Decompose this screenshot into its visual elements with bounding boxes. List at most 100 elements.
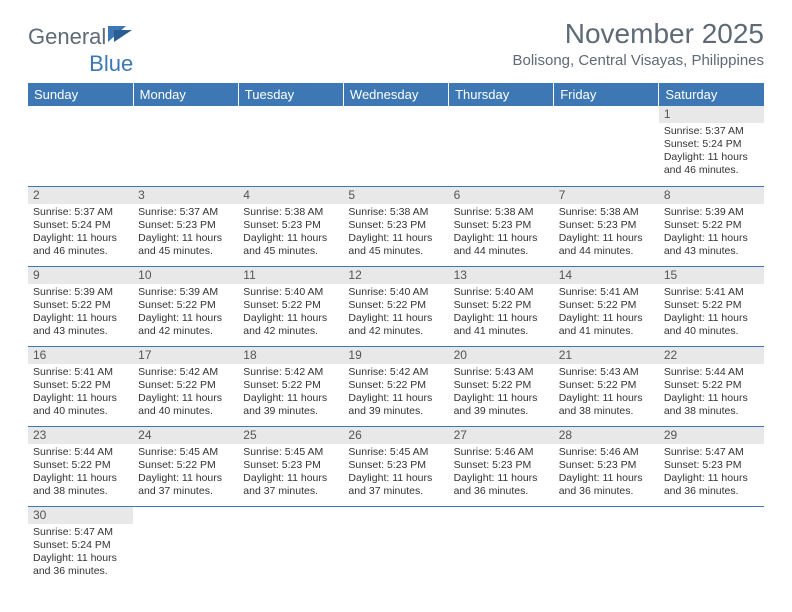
day-number: 28 (554, 427, 659, 444)
calendar-cell (449, 506, 554, 586)
month-title: November 2025 (512, 18, 764, 50)
calendar-body: 1 Sunrise: 5:37 AMSunset: 5:24 PMDaylight… (28, 106, 764, 586)
calendar-cell: 17Sunrise: 5:42 AMSunset: 5:22 PMDayligh… (133, 346, 238, 426)
calendar-cell (133, 506, 238, 586)
day-number: 16 (28, 347, 133, 364)
day-content: Sunrise: 5:45 AMSunset: 5:22 PMDaylight:… (133, 444, 238, 501)
calendar-cell (659, 506, 764, 586)
day-number: 2 (28, 187, 133, 204)
weekday-header: Wednesday (343, 83, 448, 106)
calendar-row: 16Sunrise: 5:41 AMSunset: 5:22 PMDayligh… (28, 346, 764, 426)
calendar-cell: 11Sunrise: 5:40 AMSunset: 5:22 PMDayligh… (238, 266, 343, 346)
calendar-cell: 15Sunrise: 5:41 AMSunset: 5:22 PMDayligh… (659, 266, 764, 346)
day-number: 13 (449, 267, 554, 284)
weekday-header: Tuesday (238, 83, 343, 106)
day-content: Sunrise: 5:41 AMSunset: 5:22 PMDaylight:… (28, 364, 133, 421)
day-content: Sunrise: 5:39 AMSunset: 5:22 PMDaylight:… (28, 284, 133, 341)
calendar-cell: 5Sunrise: 5:38 AMSunset: 5:23 PMDaylight… (343, 186, 448, 266)
calendar-cell: 12Sunrise: 5:40 AMSunset: 5:22 PMDayligh… (343, 266, 448, 346)
day-number: 19 (343, 347, 448, 364)
calendar-cell (238, 506, 343, 586)
day-content: Sunrise: 5:46 AMSunset: 5:23 PMDaylight:… (449, 444, 554, 501)
day-content: Sunrise: 5:41 AMSunset: 5:22 PMDaylight:… (554, 284, 659, 341)
day-content: Sunrise: 5:45 AMSunset: 5:23 PMDaylight:… (238, 444, 343, 501)
calendar-cell: 30Sunrise: 5:47 AMSunset: 5:24 PMDayligh… (28, 506, 133, 586)
day-number: 3 (133, 187, 238, 204)
calendar-cell: 26Sunrise: 5:45 AMSunset: 5:23 PMDayligh… (343, 426, 448, 506)
calendar-table: SundayMondayTuesdayWednesdayThursdayFrid… (28, 83, 764, 586)
day-number: 23 (28, 427, 133, 444)
calendar-cell: 28Sunrise: 5:46 AMSunset: 5:23 PMDayligh… (554, 426, 659, 506)
calendar-cell (449, 106, 554, 186)
calendar-row: 1Sunrise: 5:37 AMSunset: 5:24 PMDaylight… (28, 106, 764, 186)
day-number: 18 (238, 347, 343, 364)
day-number: 10 (133, 267, 238, 284)
day-number: 15 (659, 267, 764, 284)
calendar-row: 23Sunrise: 5:44 AMSunset: 5:22 PMDayligh… (28, 426, 764, 506)
calendar-row: 9Sunrise: 5:39 AMSunset: 5:22 PMDaylight… (28, 266, 764, 346)
day-content: Sunrise: 5:38 AMSunset: 5:23 PMDaylight:… (449, 204, 554, 261)
day-content: Sunrise: 5:42 AMSunset: 5:22 PMDaylight:… (238, 364, 343, 421)
day-content: Sunrise: 5:38 AMSunset: 5:23 PMDaylight:… (238, 204, 343, 261)
weekday-header-row: SundayMondayTuesdayWednesdayThursdayFrid… (28, 83, 764, 106)
calendar-cell: 25Sunrise: 5:45 AMSunset: 5:23 PMDayligh… (238, 426, 343, 506)
day-number: 22 (659, 347, 764, 364)
day-content: Sunrise: 5:45 AMSunset: 5:23 PMDaylight:… (343, 444, 448, 501)
day-content: Sunrise: 5:44 AMSunset: 5:22 PMDaylight:… (28, 444, 133, 501)
calendar-cell: 16Sunrise: 5:41 AMSunset: 5:22 PMDayligh… (28, 346, 133, 426)
day-number: 12 (343, 267, 448, 284)
calendar-page: General November 2025 Bolisong, Central … (0, 0, 792, 596)
calendar-cell: 27Sunrise: 5:46 AMSunset: 5:23 PMDayligh… (449, 426, 554, 506)
day-content: Sunrise: 5:47 AMSunset: 5:24 PMDaylight:… (28, 524, 133, 581)
day-number: 27 (449, 427, 554, 444)
day-content: Sunrise: 5:39 AMSunset: 5:22 PMDaylight:… (133, 284, 238, 341)
calendar-cell (343, 506, 448, 586)
day-content: Sunrise: 5:39 AMSunset: 5:22 PMDaylight:… (659, 204, 764, 261)
day-content: Sunrise: 5:40 AMSunset: 5:22 PMDaylight:… (449, 284, 554, 341)
calendar-cell: 2Sunrise: 5:37 AMSunset: 5:24 PMDaylight… (28, 186, 133, 266)
day-number: 1 (659, 106, 764, 123)
logo-text-2: Blue (89, 51, 133, 77)
calendar-cell: 8Sunrise: 5:39 AMSunset: 5:22 PMDaylight… (659, 186, 764, 266)
calendar-cell: 23Sunrise: 5:44 AMSunset: 5:22 PMDayligh… (28, 426, 133, 506)
day-content: Sunrise: 5:42 AMSunset: 5:22 PMDaylight:… (343, 364, 448, 421)
day-number: 17 (133, 347, 238, 364)
calendar-cell (343, 106, 448, 186)
day-number: 20 (449, 347, 554, 364)
day-number: 25 (238, 427, 343, 444)
day-content: Sunrise: 5:40 AMSunset: 5:22 PMDaylight:… (238, 284, 343, 341)
calendar-cell (238, 106, 343, 186)
day-number: 30 (28, 507, 133, 524)
weekday-header: Saturday (659, 83, 764, 106)
calendar-cell (133, 106, 238, 186)
day-number: 5 (343, 187, 448, 204)
day-content: Sunrise: 5:40 AMSunset: 5:22 PMDaylight:… (343, 284, 448, 341)
calendar-cell: 21Sunrise: 5:43 AMSunset: 5:22 PMDayligh… (554, 346, 659, 426)
day-content: Sunrise: 5:37 AMSunset: 5:24 PMDaylight:… (28, 204, 133, 261)
day-content: Sunrise: 5:38 AMSunset: 5:23 PMDaylight:… (343, 204, 448, 261)
day-number: 26 (343, 427, 448, 444)
calendar-cell: 24Sunrise: 5:45 AMSunset: 5:22 PMDayligh… (133, 426, 238, 506)
calendar-cell: 18Sunrise: 5:42 AMSunset: 5:22 PMDayligh… (238, 346, 343, 426)
weekday-header: Friday (554, 83, 659, 106)
day-number: 21 (554, 347, 659, 364)
day-content: Sunrise: 5:42 AMSunset: 5:22 PMDaylight:… (133, 364, 238, 421)
calendar-cell: 19Sunrise: 5:42 AMSunset: 5:22 PMDayligh… (343, 346, 448, 426)
calendar-cell: 13Sunrise: 5:40 AMSunset: 5:22 PMDayligh… (449, 266, 554, 346)
calendar-cell: 1Sunrise: 5:37 AMSunset: 5:24 PMDaylight… (659, 106, 764, 186)
calendar-cell (28, 106, 133, 186)
logo-flag-icon (106, 24, 136, 50)
day-content: Sunrise: 5:41 AMSunset: 5:22 PMDaylight:… (659, 284, 764, 341)
calendar-row: 30Sunrise: 5:47 AMSunset: 5:24 PMDayligh… (28, 506, 764, 586)
day-content: Sunrise: 5:43 AMSunset: 5:22 PMDaylight:… (554, 364, 659, 421)
day-number: 29 (659, 427, 764, 444)
day-number: 4 (238, 187, 343, 204)
weekday-header: Sunday (28, 83, 133, 106)
day-content: Sunrise: 5:37 AMSunset: 5:23 PMDaylight:… (133, 204, 238, 261)
calendar-cell: 7Sunrise: 5:38 AMSunset: 5:23 PMDaylight… (554, 186, 659, 266)
calendar-row: 2Sunrise: 5:37 AMSunset: 5:24 PMDaylight… (28, 186, 764, 266)
day-content: Sunrise: 5:38 AMSunset: 5:23 PMDaylight:… (554, 204, 659, 261)
day-number: 8 (659, 187, 764, 204)
logo-text-1: General (28, 24, 106, 50)
calendar-cell: 9Sunrise: 5:39 AMSunset: 5:22 PMDaylight… (28, 266, 133, 346)
